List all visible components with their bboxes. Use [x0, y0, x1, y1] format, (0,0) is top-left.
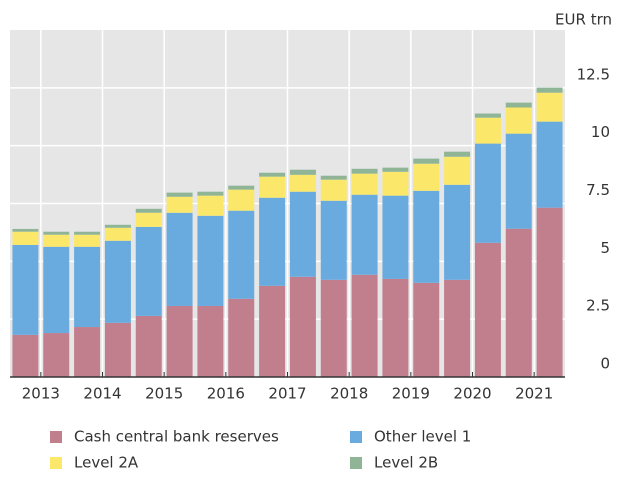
bar-segment [228, 189, 255, 211]
bar-segment [382, 171, 409, 196]
bar-segment [259, 285, 286, 377]
bar-segment [289, 169, 316, 175]
bar-segment [505, 102, 532, 108]
y-tick-label: 10 [591, 123, 610, 141]
bar-segment [382, 167, 409, 172]
x-tick-label: 2013 [22, 385, 60, 403]
bar-segment [536, 207, 563, 377]
legend-swatch [50, 457, 62, 469]
bar-segment [12, 228, 39, 232]
bar-segment [104, 322, 131, 377]
bar-segment [505, 228, 532, 377]
y-tick-label: 2.5 [586, 297, 610, 315]
bar-segment [228, 298, 255, 377]
bar-segment [351, 194, 378, 275]
bar-segment [166, 196, 193, 213]
bar-segment [12, 231, 39, 245]
bar-segment [135, 315, 162, 377]
bar-segment [505, 133, 532, 229]
bar-segment [259, 172, 286, 177]
bar-segment [536, 87, 563, 93]
unit-label: EUR trn [555, 11, 612, 29]
bar-segment [536, 121, 563, 208]
bar-segment [74, 327, 101, 377]
x-tick-label: 2018 [330, 385, 368, 403]
bar-segment [289, 174, 316, 192]
y-tick-label: 12.5 [577, 65, 610, 83]
bar-segment [444, 184, 471, 280]
bar-segment [536, 92, 563, 122]
bar-segment [12, 244, 39, 335]
bar-segment [43, 234, 70, 247]
bar-segment [104, 224, 131, 228]
bar-segment [259, 176, 286, 198]
bar-segment [444, 279, 471, 377]
bar-segment [320, 200, 347, 280]
bar-segment [289, 191, 316, 277]
bar-segment [382, 278, 409, 377]
legend-label: Level 2B [374, 454, 438, 472]
x-tick-label: 2021 [515, 385, 553, 403]
x-tick-label: 2019 [392, 385, 430, 403]
bar-segment [12, 334, 39, 377]
bar-segment [104, 240, 131, 323]
bar-segment [505, 107, 532, 134]
bar-segment [444, 151, 471, 157]
y-tick-label: 7.5 [586, 181, 610, 199]
bar-segment [135, 212, 162, 227]
x-tick-label: 2020 [453, 385, 491, 403]
legend-label: Level 2A [74, 454, 139, 472]
bar-segment [228, 185, 255, 190]
bar-segment [474, 117, 501, 144]
x-tick-label: 2017 [268, 385, 306, 403]
x-tick-label: 2015 [145, 385, 183, 403]
bar-segment [413, 158, 440, 164]
bar-segment [289, 276, 316, 377]
bar-segment [474, 113, 501, 118]
bar-segment [166, 305, 193, 377]
bar-segment [197, 191, 224, 196]
bar-segment [413, 163, 440, 191]
y-tick-label: 5 [600, 239, 610, 257]
legend-swatch [50, 431, 62, 443]
bar-segment [351, 274, 378, 377]
legend-swatch [350, 457, 362, 469]
bar-segment [104, 227, 131, 241]
y-tick-label: 0 [600, 355, 610, 373]
bar-segment [197, 215, 224, 306]
bar-segment [43, 231, 70, 235]
bar-segment [444, 156, 471, 185]
x-tick-label: 2016 [207, 385, 245, 403]
legend-label: Other level 1 [374, 428, 471, 446]
bar-segment [351, 168, 378, 174]
bar-segment [320, 279, 347, 377]
bar-segment [320, 179, 347, 201]
bar-segment [474, 242, 501, 377]
bar-segment [166, 212, 193, 306]
bar-segment [228, 210, 255, 299]
bar-segment [259, 197, 286, 286]
bar-segment [43, 333, 70, 377]
bar-segment [74, 234, 101, 247]
bar-segment [197, 195, 224, 216]
x-tick-label: 2014 [83, 385, 121, 403]
legend-swatch [350, 431, 362, 443]
bar-segment [413, 190, 440, 283]
bar-segment [74, 231, 101, 235]
bar-segment [474, 143, 501, 243]
bar-segment [166, 192, 193, 197]
bar-segment [43, 246, 70, 334]
bar-segment [135, 208, 162, 213]
bar-segment [135, 226, 162, 316]
bar-segment [351, 173, 378, 195]
bar-segment [413, 282, 440, 377]
legend-label: Cash central bank reserves [74, 428, 279, 446]
bar-segment [197, 305, 224, 377]
bar-segment [382, 195, 409, 279]
bar-segment [320, 175, 347, 180]
bar-segment [74, 246, 101, 328]
